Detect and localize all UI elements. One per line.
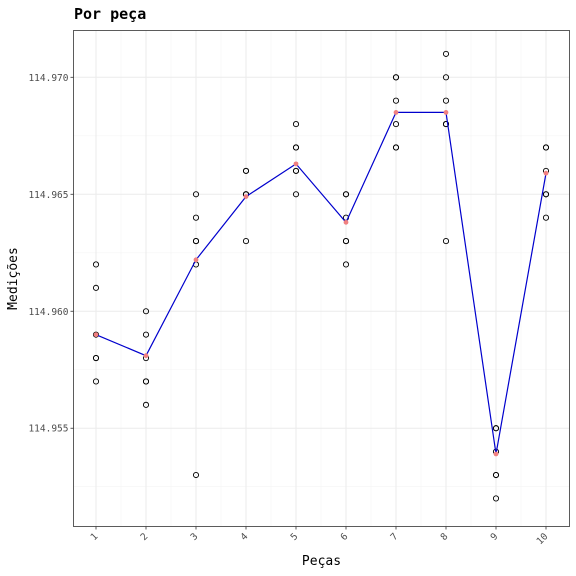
- observation-point: [92, 354, 100, 362]
- x-tick-label: 5: [289, 531, 301, 543]
- observation-point: [192, 238, 200, 245]
- y-tick-label: 114.955: [28, 424, 68, 435]
- mean-point: [343, 219, 349, 225]
- y-tick-label: 114.960: [28, 307, 68, 318]
- y-tick-label: 114.965: [28, 190, 68, 201]
- observation-point: [92, 378, 100, 385]
- x-tick-label: 6: [339, 531, 351, 543]
- mean-line: [95, 111, 547, 455]
- observation-point: [342, 238, 350, 245]
- observation-point: [292, 144, 300, 151]
- observation-point: [242, 238, 250, 245]
- observation-point: [192, 191, 200, 198]
- observation-point: [392, 121, 400, 128]
- mean-series: [93, 109, 549, 457]
- mean-point: [293, 161, 299, 167]
- observation-point: [542, 144, 550, 151]
- observation-point: [142, 401, 150, 408]
- observation-point: [392, 74, 400, 81]
- observation-point: [92, 284, 100, 291]
- x-tick-label: 7: [389, 531, 401, 543]
- mean-point: [443, 109, 449, 115]
- x-tick-label: 1: [89, 531, 101, 543]
- y-axis: 114.955 114.960 114.965 114.970: [28, 73, 74, 435]
- observation-point: [492, 495, 500, 502]
- mean-point: [243, 194, 249, 200]
- x-axis-title: Peças: [302, 554, 341, 569]
- observation-point: [92, 331, 100, 338]
- observation-point: [192, 471, 200, 479]
- observation-point: [392, 97, 400, 104]
- observation-point: [342, 191, 350, 198]
- chart-title: Por peça: [74, 5, 146, 23]
- observation-point: [442, 121, 450, 128]
- observation-point: [192, 214, 200, 221]
- observations: [92, 50, 550, 502]
- observation-point: [292, 121, 300, 128]
- x-tick-label: 10: [535, 531, 551, 547]
- mean-point: [93, 332, 99, 338]
- x-tick-label: 9: [489, 531, 501, 543]
- observation-point: [442, 74, 450, 81]
- observation-point: [542, 191, 550, 198]
- observation-point: [142, 378, 150, 385]
- x-axis: 1 2 3 4 5 6 7 8 9 10: [89, 526, 551, 547]
- mean-point: [193, 257, 199, 263]
- mean-point: [143, 353, 149, 359]
- mean-point: [543, 170, 549, 176]
- mean-point: [493, 451, 499, 457]
- grid: [73, 30, 570, 527]
- observation-point: [492, 471, 500, 479]
- observation-point: [292, 191, 300, 198]
- y-axis-title: Medições: [6, 247, 21, 310]
- observation-point: [242, 167, 250, 174]
- x-tick-label: 3: [189, 531, 201, 543]
- x-tick-label: 8: [439, 531, 451, 543]
- observation-point: [92, 261, 100, 268]
- observation-point: [492, 425, 500, 432]
- plot-panel: [73, 30, 570, 527]
- observation-point: [142, 308, 150, 315]
- observation-point: [442, 50, 450, 57]
- x-tick-label: 2: [139, 531, 151, 543]
- x-tick-label: 4: [239, 531, 251, 543]
- observation-point: [442, 97, 450, 104]
- observation-point: [342, 261, 350, 268]
- observation-point: [292, 167, 300, 174]
- y-tick-label: 114.970: [28, 73, 68, 84]
- observation-point: [542, 214, 550, 221]
- observation-point: [142, 331, 150, 338]
- observation-point: [442, 238, 450, 245]
- observation-point: [392, 144, 400, 151]
- mean-point: [393, 109, 399, 115]
